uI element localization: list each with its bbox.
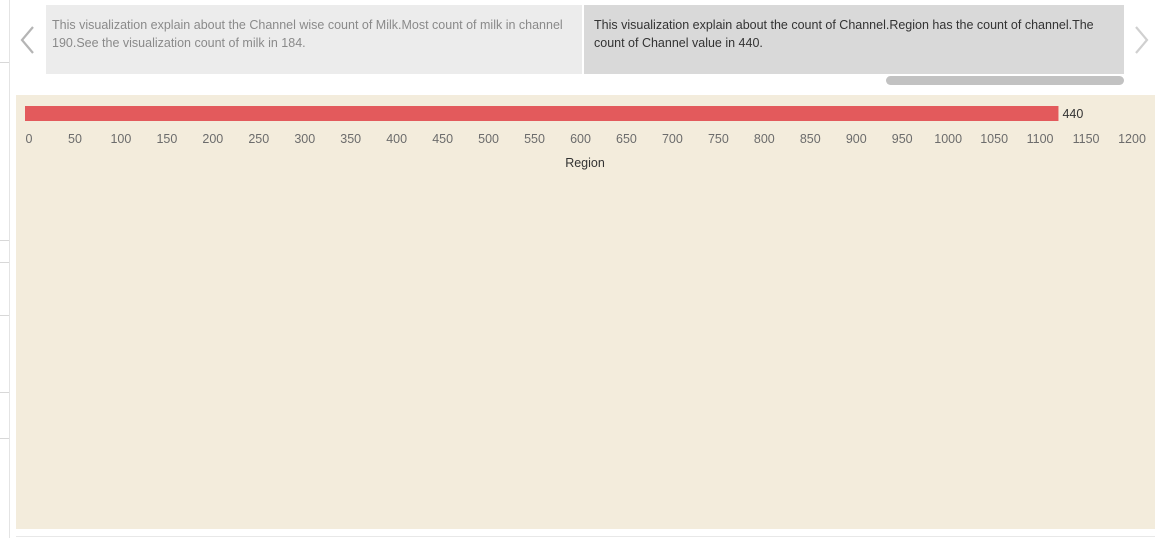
x-tick-label: 1000 xyxy=(934,132,962,146)
chevron-right-icon xyxy=(1135,26,1149,54)
x-tick-label: 350 xyxy=(340,132,361,146)
region-bar-chart: 440 0 50 100 150 200 250 300 350 400 450 500 550 600 6… xyxy=(25,106,1146,170)
story-point-2[interactable]: This visualization explain about the cou… xyxy=(584,5,1124,74)
x-tick-label: 600 xyxy=(570,132,591,146)
x-tick-label: 800 xyxy=(754,132,775,146)
edge-divider xyxy=(0,392,9,393)
x-tick-label: 300 xyxy=(294,132,315,146)
x-tick-label: 950 xyxy=(892,132,913,146)
x-tick-label: 400 xyxy=(386,132,407,146)
story-point-1[interactable]: This visualization explain about the Cha… xyxy=(46,5,582,74)
previous-story-point-button[interactable] xyxy=(17,24,39,56)
x-tick-label: 700 xyxy=(662,132,683,146)
edge-divider xyxy=(0,240,9,241)
x-tick-label: 50 xyxy=(68,132,82,146)
x-tick-label: 0 xyxy=(26,132,33,146)
x-tick-label: 1050 xyxy=(980,132,1008,146)
story-point-1-caption: This visualization explain about the Cha… xyxy=(52,18,563,50)
x-tick-label: 150 xyxy=(156,132,177,146)
edge-divider xyxy=(0,438,9,439)
x-tick-label: 500 xyxy=(478,132,499,146)
visualization-panel: 440 0 50 100 150 200 250 300 350 400 450 500 550 600 6… xyxy=(16,95,1155,529)
x-tick-label: 250 xyxy=(248,132,269,146)
x-tick-label: 850 xyxy=(800,132,821,146)
left-panel-edge xyxy=(0,0,10,538)
x-tick-label: 100 xyxy=(110,132,131,146)
bar-data-label: 440 xyxy=(1062,107,1083,121)
x-tick-label: 900 xyxy=(846,132,867,146)
story-point-2-caption: This visualization explain about the cou… xyxy=(594,18,1094,50)
bar[interactable] xyxy=(25,106,1059,121)
x-tick-label: 750 xyxy=(708,132,729,146)
story-scrollbar[interactable] xyxy=(46,76,1124,86)
x-tick-label: 200 xyxy=(202,132,223,146)
story-navigator: This visualization explain about the Cha… xyxy=(46,5,1124,75)
x-tick-label: 550 xyxy=(524,132,545,146)
x-tick-label: 450 xyxy=(432,132,453,146)
chevron-left-icon xyxy=(20,26,34,54)
edge-divider xyxy=(0,315,9,316)
x-axis-title: Region xyxy=(565,156,605,170)
edge-divider xyxy=(0,262,9,263)
x-tick-label: 1200 xyxy=(1118,132,1146,146)
x-tick-label: 1150 xyxy=(1073,132,1100,146)
x-tick-label: 650 xyxy=(616,132,637,146)
x-tick-label: 1100 xyxy=(1027,132,1054,146)
story-scrollbar-thumb[interactable] xyxy=(886,76,1124,85)
bottom-border xyxy=(16,536,1155,537)
next-story-point-button[interactable] xyxy=(1130,24,1152,56)
edge-divider xyxy=(0,62,9,63)
